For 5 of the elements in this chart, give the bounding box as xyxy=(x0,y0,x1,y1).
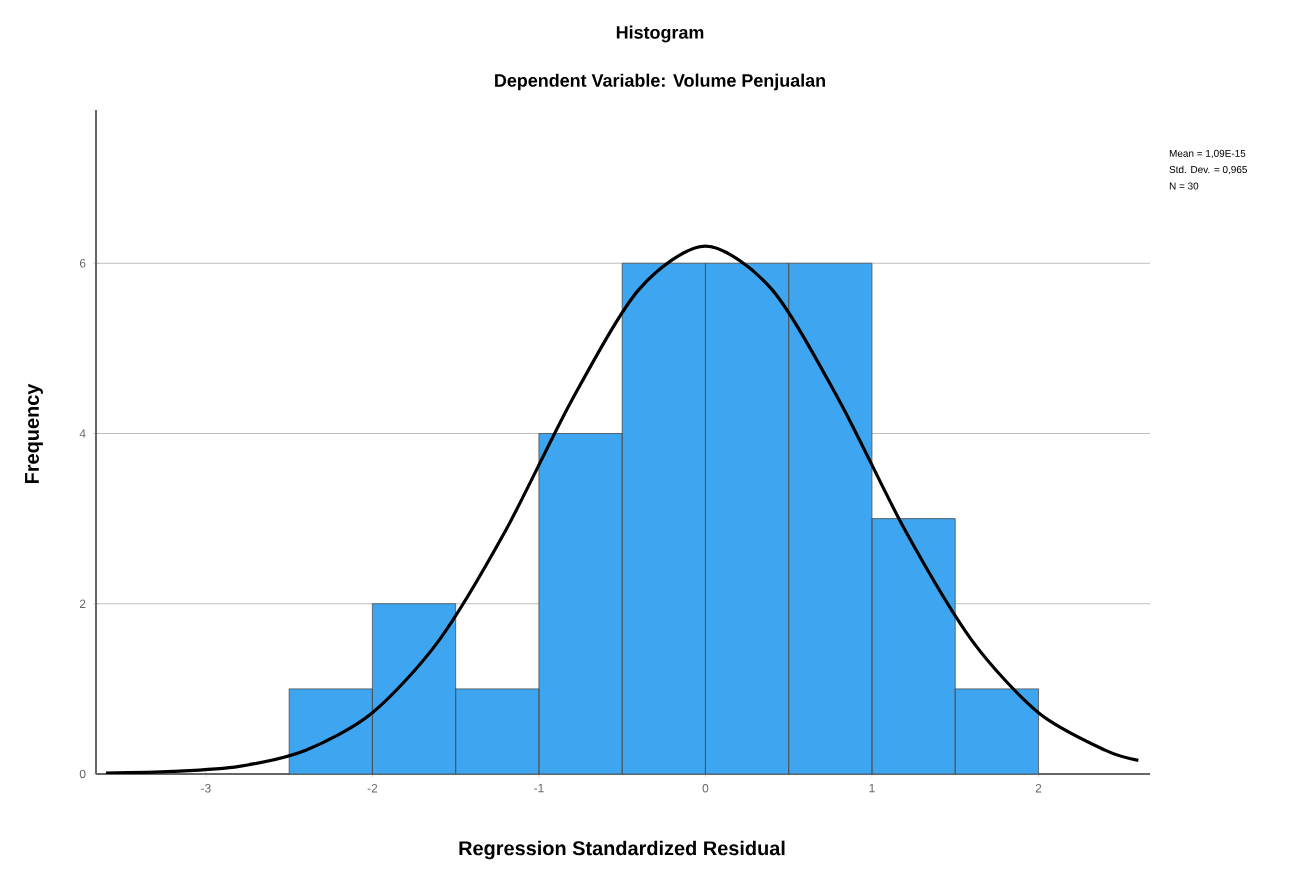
x-axis-title: Regression Standardized Residual xyxy=(459,840,785,860)
chart-subtitle: Dependent Variable: Volume Penjualan xyxy=(495,73,825,91)
chart-title: Histogram xyxy=(616,25,704,43)
y-axis-title: Frequency xyxy=(25,383,43,484)
line-series xyxy=(104,244,1140,774)
